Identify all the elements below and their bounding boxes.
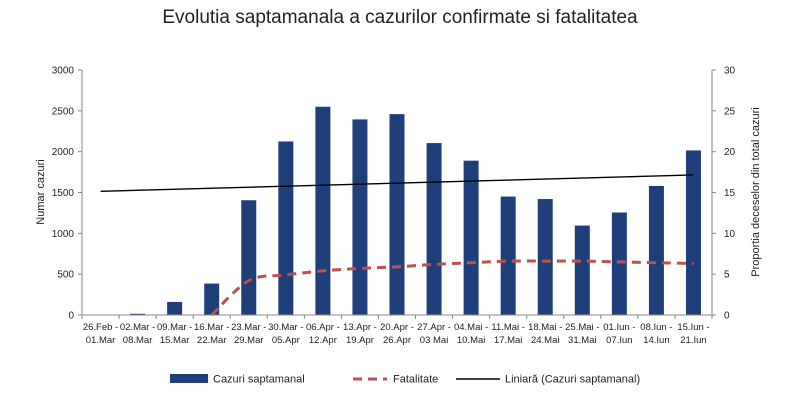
x-tick-label: 07.Iun bbox=[606, 335, 632, 346]
left-tick-label: 1000 bbox=[52, 229, 75, 240]
bar bbox=[611, 212, 627, 315]
x-tick-label: 08.Mar bbox=[123, 335, 153, 346]
x-tick-label: 22.Mar bbox=[197, 335, 227, 346]
bar bbox=[574, 225, 590, 315]
x-tick-label: 30.Mar - bbox=[268, 322, 303, 333]
x-tick-label: 14.Iun bbox=[643, 335, 669, 346]
bar bbox=[241, 200, 257, 315]
x-axis: 26.Feb - 01.Mar 02.Mar - 08.Mar 09.Mar - 15.M… bbox=[81, 314, 713, 346]
right-tick-label: 25 bbox=[724, 106, 736, 117]
left-tick-label: 1500 bbox=[52, 188, 75, 199]
bar bbox=[648, 185, 664, 315]
x-tick-label: 12.Apr bbox=[309, 335, 337, 346]
bar bbox=[537, 199, 553, 315]
bar bbox=[352, 119, 368, 316]
bar bbox=[315, 106, 331, 315]
bar bbox=[204, 283, 220, 315]
x-tick-label: 25.Mai - bbox=[565, 322, 599, 333]
x-tick-label: 03 Mai bbox=[420, 335, 449, 346]
x-tick-label: 02.Mar - bbox=[120, 322, 155, 333]
fatality-line bbox=[210, 259, 694, 317]
x-tick-label: 01.Mar bbox=[86, 335, 116, 346]
x-tick-label: 17.Mai bbox=[494, 335, 523, 346]
x-tick-label: 08.Iun - bbox=[640, 322, 672, 333]
legend-label: Cazuri saptamanal bbox=[213, 374, 305, 386]
bar bbox=[500, 196, 516, 315]
x-tick-label: 23.Mar - bbox=[231, 322, 266, 333]
line-series bbox=[100, 174, 694, 317]
x-tick-label: 18.Mai - bbox=[528, 322, 562, 333]
x-tick-label: 06.Apr - bbox=[306, 322, 340, 333]
x-tick-label: 20.Apr - bbox=[380, 322, 414, 333]
x-tick-label: 09.Mar - bbox=[157, 322, 192, 333]
x-tick-label: 10.Mai bbox=[457, 335, 486, 346]
x-tick-label: 15.Mar bbox=[160, 335, 190, 346]
x-tick-label: 29.Mar bbox=[234, 335, 264, 346]
x-tick-label: 16.Mar - bbox=[194, 322, 229, 333]
right-tick-label: 5 bbox=[724, 270, 730, 281]
legend-label: Fatalitate bbox=[393, 374, 438, 386]
right-tick-label: 20 bbox=[724, 147, 736, 158]
x-tick-label: 19.Apr bbox=[346, 335, 374, 346]
y2-axis-label: Proportia deceselor din total cazuri bbox=[750, 107, 762, 276]
left-tick-label: 3000 bbox=[52, 66, 75, 77]
right-tick-label: 0 bbox=[724, 311, 730, 322]
bar bbox=[167, 301, 183, 315]
x-tick-label: 31.Mai bbox=[568, 335, 597, 346]
right-tick-label: 30 bbox=[724, 66, 736, 77]
bar bbox=[463, 160, 479, 315]
x-tick-label: 11.Mai - bbox=[491, 322, 525, 333]
x-tick-label: 13.Apr - bbox=[343, 322, 377, 333]
trendline bbox=[100, 174, 694, 192]
bar bbox=[389, 114, 405, 315]
left-tick-label: 500 bbox=[57, 270, 74, 281]
x-tick-label: 26.Apr bbox=[383, 335, 411, 346]
chart-title: Evolutia saptamanala a cazurilor confirm… bbox=[162, 7, 638, 28]
x-tick-label: 15.Iun - bbox=[677, 322, 709, 333]
x-tick-label: 05.Apr bbox=[272, 335, 300, 346]
legend-swatch-bar bbox=[170, 374, 208, 383]
bar-series bbox=[93, 106, 701, 316]
x-tick-label: 04.Mai - bbox=[454, 322, 488, 333]
x-tick-label: 24.Mai bbox=[531, 335, 560, 346]
left-tick-label: 2500 bbox=[52, 106, 75, 117]
left-tick-label: 2000 bbox=[52, 147, 75, 158]
left-y-axis: 0 500 1000 1500 2000 2500 3000 bbox=[52, 66, 83, 322]
x-tick-label: 21.Iun bbox=[680, 335, 706, 346]
bar bbox=[685, 150, 701, 315]
right-y-axis: 0 5 10 15 20 25 30 bbox=[711, 66, 736, 322]
legend-label: Liniară (Cazuri saptamanal) bbox=[505, 374, 640, 386]
y-axis-label: Numar cazuri bbox=[35, 159, 47, 224]
x-tick-label: 27.Apr - bbox=[417, 322, 451, 333]
x-tick-label: 26.Feb - bbox=[83, 322, 118, 333]
right-tick-label: 10 bbox=[724, 229, 736, 240]
bar bbox=[278, 141, 294, 315]
bar bbox=[426, 143, 442, 315]
right-tick-label: 15 bbox=[724, 188, 736, 199]
x-tick-label: 01.Iun - bbox=[603, 322, 635, 333]
left-tick-label: 0 bbox=[68, 311, 74, 322]
legend: Cazuri saptamanal Fatalitate Liniară (Cazu… bbox=[170, 374, 640, 386]
bar bbox=[130, 313, 146, 315]
